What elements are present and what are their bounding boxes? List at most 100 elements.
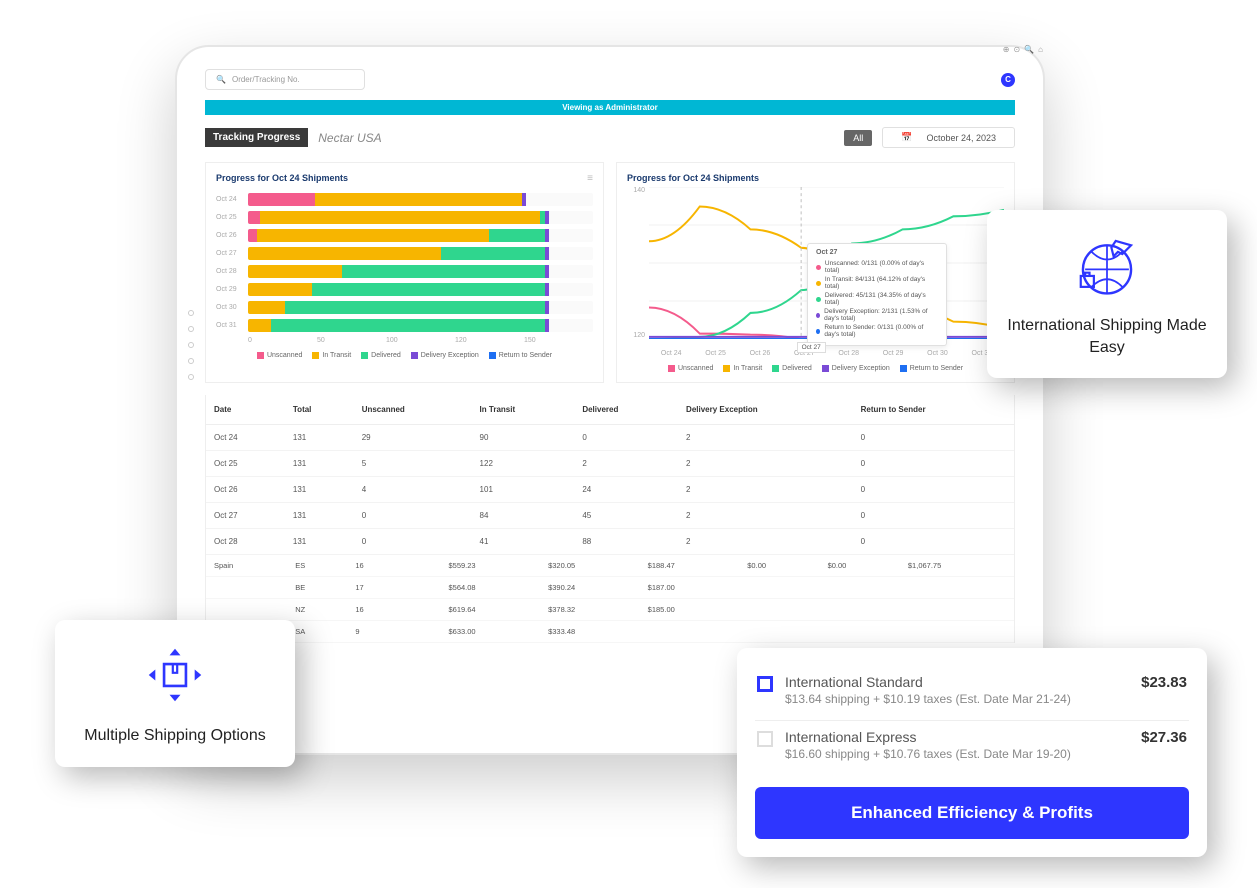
bar-segment-in_transit xyxy=(315,193,522,206)
table-header: Return to Sender xyxy=(853,395,1014,425)
table-row: Oct 281310418820 xyxy=(206,529,1014,555)
target-icon[interactable]: ⊕ xyxy=(1003,45,1010,54)
bar-chart-legend: Unscanned In Transit Delivered Delivery Exc… xyxy=(216,352,593,359)
bar-row: Oct 25 xyxy=(216,211,593,224)
cta-button[interactable]: Enhanced Efficiency & Profits xyxy=(755,787,1189,839)
charts-row: Progress for Oct 24 Shipments ≡ Oct 24Oc… xyxy=(205,162,1015,383)
bar-row: Oct 30 xyxy=(216,301,593,314)
bar-track xyxy=(248,265,593,278)
avatar[interactable]: C xyxy=(1001,73,1015,87)
bar-chart-x-axis: 050100120150 xyxy=(248,337,593,344)
line-chart: 140120 Oct 24Oct 25Oct 26Oct 27Oct 28Oct… xyxy=(627,187,1004,357)
legend-label: Delivered xyxy=(782,365,812,372)
line-chart-x-axis: Oct 24Oct 25Oct 26Oct 27Oct 28Oct 29Oct … xyxy=(649,350,1004,357)
bar-segment-exception xyxy=(545,229,550,242)
legend-item: Delivered xyxy=(772,365,812,372)
company-name: Nectar USA xyxy=(318,131,381,145)
bar-track xyxy=(248,229,593,242)
bar-track xyxy=(248,283,593,296)
package-arrows-icon xyxy=(140,640,210,710)
bar-segment-delivered xyxy=(271,319,545,332)
hamburger-icon[interactable]: ≡ xyxy=(587,173,593,184)
shipping-option-name: International Standard xyxy=(785,674,1129,690)
legend-swatch xyxy=(361,352,368,359)
summary-table: SpainES16$559.23$320.05$188.47$0.00$0.00… xyxy=(206,555,1014,643)
legend-label: In Transit xyxy=(733,365,762,372)
bar-row: Oct 27 xyxy=(216,247,593,260)
chart-toolbar[interactable]: ⊕ ⊙ 🔍 ⌂ xyxy=(1003,45,1043,54)
card-international-shipping: International Shipping Made Easy xyxy=(987,210,1227,378)
bar-segment-exception xyxy=(522,193,527,206)
checkbox-checked-icon[interactable] xyxy=(757,676,773,692)
bar-segment-delivered xyxy=(441,247,545,260)
home-icon[interactable]: ⌂ xyxy=(1038,45,1043,54)
bar-segment-in_transit xyxy=(248,319,271,332)
bar-segment-exception xyxy=(545,265,550,278)
bar-segment-in_transit xyxy=(248,283,312,296)
bar-chart-panel: Progress for Oct 24 Shipments ≡ Oct 24 Oc… xyxy=(205,162,604,383)
legend-swatch xyxy=(772,365,779,372)
bar-track xyxy=(248,211,593,224)
legend-swatch xyxy=(900,365,907,372)
bar-label: Oct 25 xyxy=(216,214,242,221)
bar-chart: Oct 24Oct 25Oct 26Oct 27Oct 28Oct 29Oct … xyxy=(216,193,593,332)
bar-segment-delivered xyxy=(312,283,544,296)
bar-segment-exception xyxy=(545,247,550,260)
bar-row: Oct 26 xyxy=(216,229,593,242)
shipping-option-subtitle: $16.60 shipping + $10.76 taxes (Est. Dat… xyxy=(785,747,1129,761)
bar-segment-unscanned xyxy=(248,193,315,206)
legend-item: Return to Sender xyxy=(900,365,963,372)
bar-segment-in_transit xyxy=(257,229,489,242)
search-icon: 🔍 xyxy=(216,75,226,84)
filter-all-button[interactable]: All xyxy=(844,130,872,146)
line-chart-y-axis: 140120 xyxy=(627,187,645,339)
shipping-option-name: International Express xyxy=(785,729,1129,745)
globe-plane-icon xyxy=(1072,230,1142,300)
date-label: October 24, 2023 xyxy=(926,133,996,143)
search-icon[interactable]: 🔍 xyxy=(1024,45,1034,54)
bar-segment-in_transit xyxy=(260,211,541,224)
table-row: Oct 271310844520 xyxy=(206,503,1014,529)
chart-tooltip: Oct 27Unscanned: 0/131 (0.00% of day's t… xyxy=(807,243,947,346)
data-table: DateTotalUnscannedIn TransitDeliveredDel… xyxy=(206,395,1014,555)
bar-segment-exception xyxy=(545,211,550,224)
table-header: In Transit xyxy=(472,395,575,425)
legend-label: Unscanned xyxy=(678,365,713,372)
legend-swatch xyxy=(411,352,418,359)
bar-segment-in_transit xyxy=(248,247,441,260)
legend-label: Delivered xyxy=(371,352,401,359)
admin-banner: Viewing as Administrator xyxy=(205,100,1015,115)
shipping-option[interactable]: International Express $16.60 shipping + … xyxy=(755,721,1189,775)
legend-label: In Transit xyxy=(322,352,351,359)
checkbox-unchecked-icon[interactable] xyxy=(757,731,773,747)
legend-label: Delivery Exception xyxy=(421,352,479,359)
legend-item: Return to Sender xyxy=(489,352,552,359)
legend-label: Return to Sender xyxy=(499,352,552,359)
card-caption: International Shipping Made Easy xyxy=(1007,315,1207,358)
bar-row: Oct 28 xyxy=(216,265,593,278)
title-row: Tracking Progress Nectar USA All 📅 Octob… xyxy=(205,127,1015,148)
summary-row: SpainES16$559.23$320.05$188.47$0.00$0.00… xyxy=(206,555,1014,577)
panel-title-left: Progress for Oct 24 Shipments xyxy=(216,173,593,183)
bar-track xyxy=(248,319,593,332)
card-shipping-options: International Standard $13.64 shipping +… xyxy=(737,648,1207,857)
calendar-icon: 📅 xyxy=(901,132,912,143)
zoom-icon[interactable]: ⊙ xyxy=(1013,45,1020,54)
search-input[interactable]: 🔍 Order/Tracking No. xyxy=(205,69,365,90)
shipping-option[interactable]: International Standard $13.64 shipping +… xyxy=(755,666,1189,721)
summary-row: NZ16$619.64$378.32$185.00 xyxy=(206,599,1014,621)
summary-row: SA9$633.00$333.48 xyxy=(206,621,1014,643)
date-picker[interactable]: 📅 October 24, 2023 xyxy=(882,127,1015,148)
bar-segment-delivered xyxy=(489,229,544,242)
bar-segment-in_transit xyxy=(248,301,285,314)
legend-item: Unscanned xyxy=(668,365,713,372)
bar-row: Oct 24 xyxy=(216,193,593,206)
shipping-option-subtitle: $13.64 shipping + $10.19 taxes (Est. Dat… xyxy=(785,692,1129,706)
side-nav-dots[interactable] xyxy=(188,310,194,380)
legend-item: Unscanned xyxy=(257,352,302,359)
bar-track xyxy=(248,247,593,260)
legend-swatch xyxy=(822,365,829,372)
legend-swatch xyxy=(489,352,496,359)
bar-track xyxy=(248,301,593,314)
table-header: Unscanned xyxy=(354,395,472,425)
